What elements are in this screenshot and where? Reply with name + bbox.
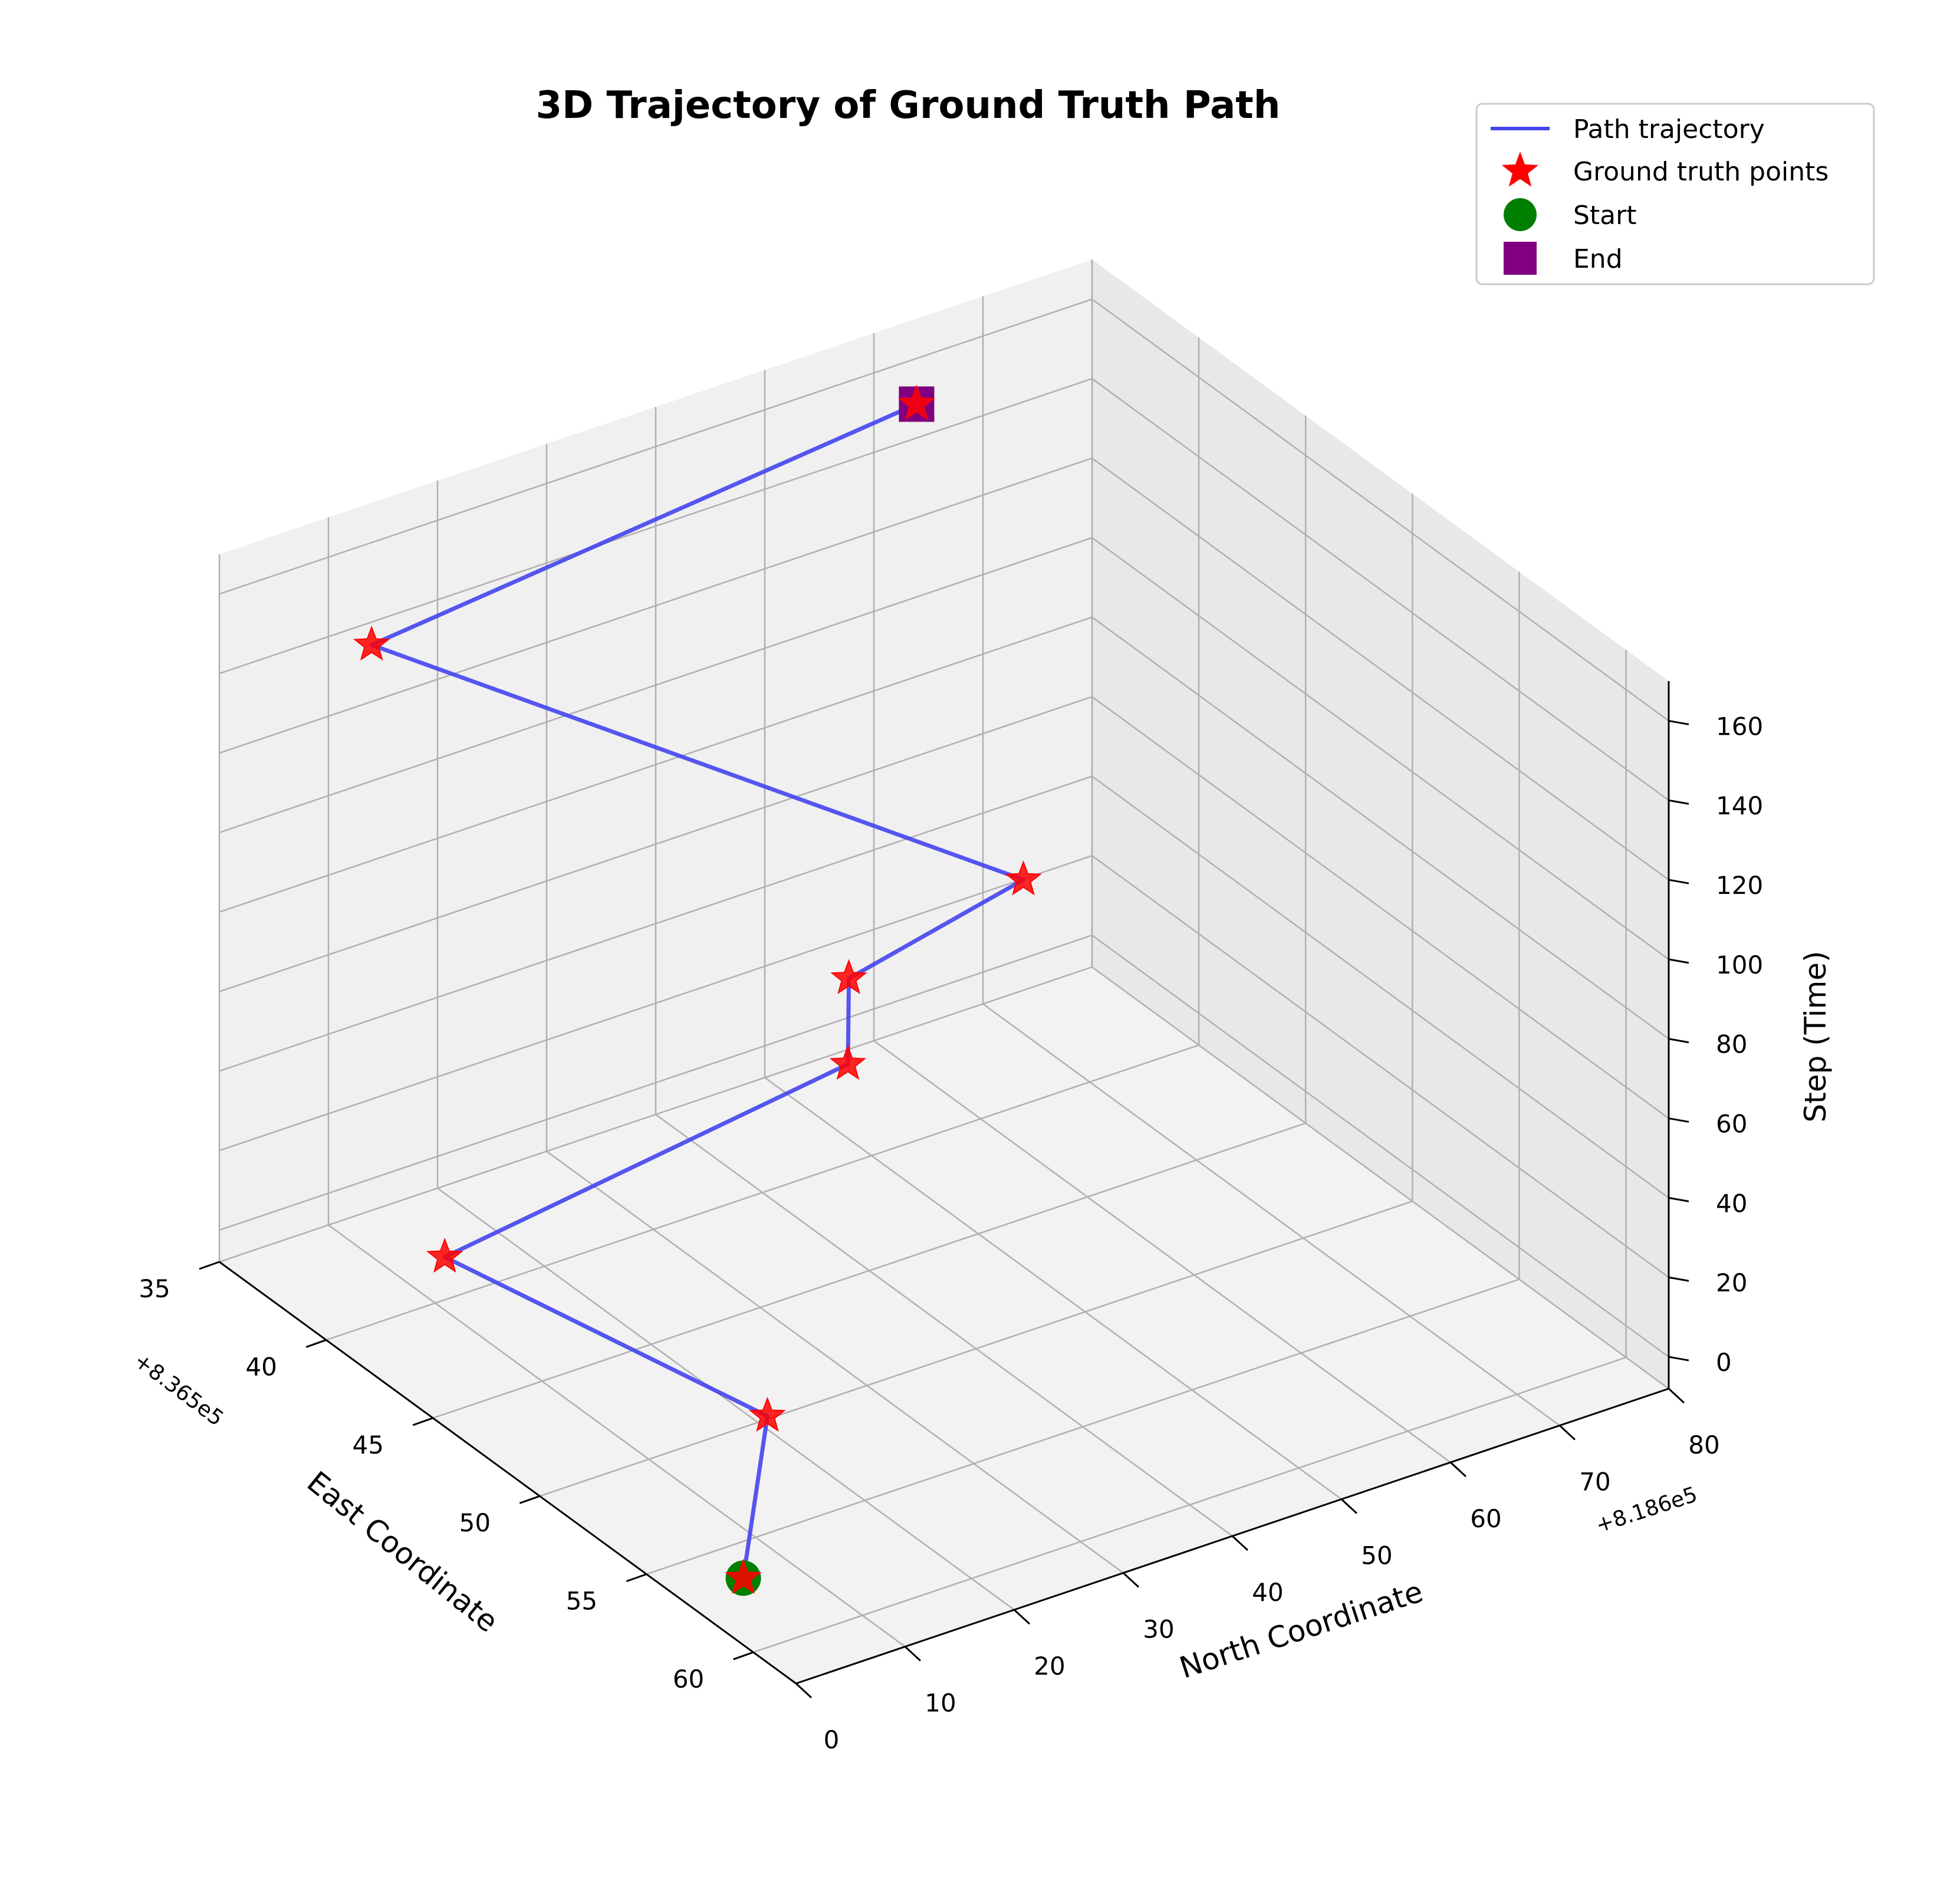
y-tick — [1449, 1461, 1467, 1478]
ground-truth-point — [830, 959, 867, 994]
legend-frame — [1475, 103, 1875, 285]
y-axis-label: North Coordinate — [1175, 1574, 1427, 1685]
z-tick-label: 0 — [1716, 1348, 1732, 1377]
legend-label: Ground truth points — [1573, 157, 1829, 187]
z-tick-label: 120 — [1716, 871, 1763, 900]
y-grid-line — [327, 517, 906, 1648]
y-tick-label: 0 — [824, 1725, 840, 1754]
z-grid-line — [219, 457, 1669, 881]
legend-item-end: End — [1504, 242, 1623, 275]
x-tick-label: 50 — [459, 1508, 491, 1537]
y-tick — [904, 1646, 922, 1662]
y-tick-label: 70 — [1579, 1468, 1610, 1497]
x-axis-line — [219, 1261, 797, 1685]
x-tick — [305, 1339, 327, 1348]
x-axis-label: East Coordinate — [301, 1465, 505, 1639]
y-grid-line — [545, 443, 1124, 1574]
z-tick — [1668, 1276, 1689, 1282]
y-tick — [1231, 1535, 1249, 1551]
path-trajectory-line — [369, 402, 1026, 1579]
z-tick-label: 40 — [1716, 1189, 1747, 1218]
y-tick — [1668, 1387, 1685, 1404]
z-tick-label: 140 — [1716, 791, 1763, 820]
side-pane — [1092, 259, 1669, 1389]
y-tick-label: 80 — [1688, 1431, 1719, 1459]
z-grid-line — [219, 934, 1669, 1358]
legend-item-ground-truth-points: Ground truth points — [1501, 152, 1829, 187]
grid-lines — [218, 259, 1669, 1685]
y-grid-line — [1091, 259, 1669, 1390]
z-tick-label: 60 — [1716, 1110, 1747, 1139]
y-tick — [795, 1682, 813, 1699]
x-tick — [412, 1417, 433, 1426]
y-grid-line — [982, 296, 1560, 1426]
z-grid-line — [219, 298, 1669, 722]
z-grid-line — [219, 377, 1669, 801]
tick-marks: 35 40 45 50 55 60 0 10 20 30 40 50 60 70 80 0 20 40 60 80 10… — [139, 712, 1763, 1754]
y-grid-line — [436, 481, 1015, 1611]
x-tick-label: 35 — [139, 1274, 170, 1303]
x-tick — [626, 1573, 647, 1583]
z-tick-label: 100 — [1716, 951, 1763, 979]
z-grid-line — [219, 616, 1669, 1040]
z-tick-label: 160 — [1716, 712, 1763, 741]
legend-square-marker — [1504, 242, 1537, 275]
y-tick-label: 20 — [1034, 1652, 1065, 1681]
z-grid-line — [219, 854, 1669, 1278]
x-tick-label: 55 — [566, 1587, 597, 1616]
z-tick — [1668, 1356, 1689, 1362]
z-grid-line — [219, 775, 1669, 1199]
y-grid-line — [873, 333, 1451, 1464]
y-tick-label: 60 — [1470, 1504, 1501, 1533]
x-tick — [519, 1495, 540, 1504]
legend: Path trajectory Ground truth points Star… — [1475, 103, 1875, 285]
y-tick — [1558, 1425, 1576, 1441]
y-grid-line — [655, 407, 1233, 1537]
z-tick — [1668, 799, 1689, 805]
ground-truth-point — [1005, 860, 1042, 896]
ground-truth-point — [353, 625, 390, 661]
z-tick — [1668, 1196, 1689, 1202]
x-tick-label: 60 — [673, 1665, 704, 1694]
y-tick-label: 50 — [1361, 1541, 1392, 1570]
y-tick — [1340, 1498, 1358, 1514]
y-tick-label: 10 — [925, 1689, 956, 1718]
z-tick — [1668, 1038, 1689, 1044]
y-grid-line — [764, 370, 1342, 1500]
legend-item-path-trajectory: Path trajectory — [1491, 114, 1765, 144]
x-tick — [199, 1261, 220, 1270]
z-tick — [1668, 879, 1689, 884]
data-layer — [353, 384, 1042, 1596]
legend-circle-marker — [1504, 198, 1537, 231]
legend-label: Start — [1573, 200, 1637, 231]
legend-item-start: Start — [1504, 198, 1637, 231]
z-axis-label: Step (Time) — [1798, 951, 1833, 1122]
axis-panes — [219, 259, 1669, 1683]
z-tick — [1668, 1117, 1689, 1123]
ground-truth-point — [725, 1558, 762, 1594]
ground-truth-point — [829, 1044, 867, 1080]
y-tick — [1122, 1572, 1140, 1588]
x-tick-label: 45 — [352, 1431, 383, 1459]
z-tick-label: 20 — [1716, 1268, 1747, 1297]
legend-star-marker — [1501, 152, 1539, 187]
x-tick-label: 40 — [245, 1352, 277, 1381]
y-tick-label: 30 — [1143, 1615, 1174, 1644]
z-grid-line — [219, 537, 1669, 960]
z-tick — [1668, 719, 1689, 725]
x-offset-label: +8.365e5 — [129, 1349, 228, 1431]
ground-truth-point — [898, 384, 935, 420]
legend-label: Path trajectory — [1573, 114, 1765, 144]
ground-truth-point — [749, 1396, 786, 1432]
x-tick — [733, 1651, 754, 1660]
z-tick-label: 80 — [1716, 1030, 1747, 1059]
chart-title: 3D Trajectory of Ground Truth Path — [536, 84, 1281, 127]
y-tick — [1013, 1609, 1031, 1625]
legend-label: End — [1573, 244, 1623, 274]
y-tick-label: 40 — [1252, 1578, 1283, 1607]
z-grid-line — [219, 696, 1669, 1119]
z-tick — [1668, 958, 1689, 964]
ground-truth-point — [426, 1237, 463, 1273]
